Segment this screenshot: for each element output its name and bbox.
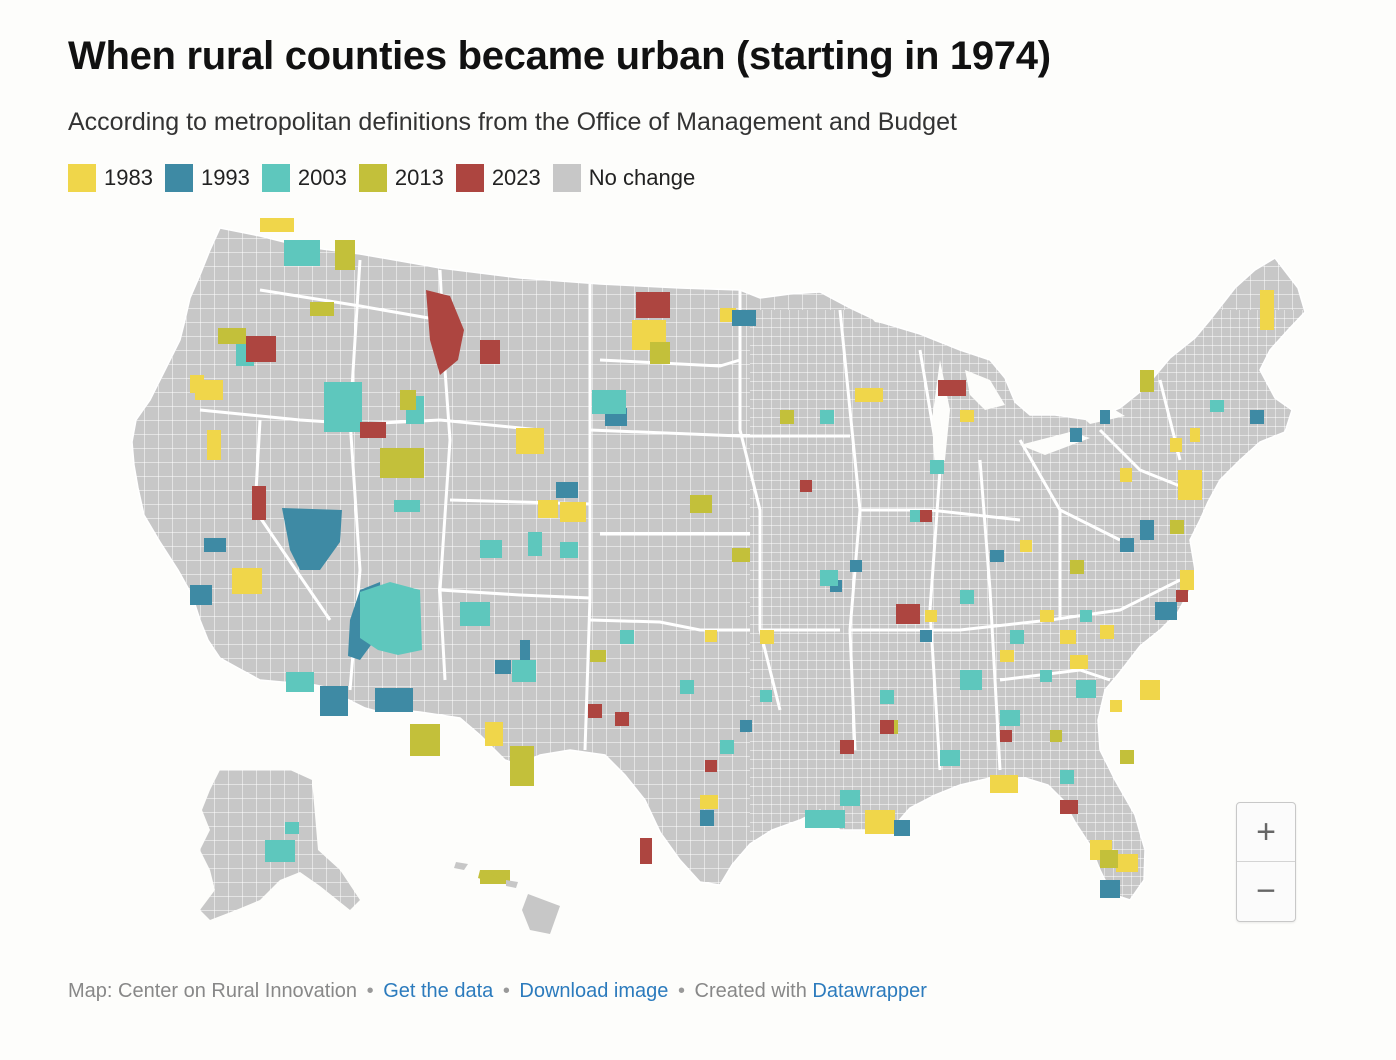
counties-1983 [190, 218, 1274, 872]
legend-label-2023: 2023 [491, 165, 541, 190]
hawaii [454, 862, 560, 934]
footer: Map: Center on Rural Innovation • Get th… [68, 980, 927, 1003]
legend-swatch-no-change [552, 164, 581, 192]
footer-separator: • [502, 980, 510, 1002]
datawrapper-link[interactable]: Datawrapper [812, 980, 927, 1002]
zoom-in-button[interactable]: + [1237, 803, 1295, 862]
legend-item-2013: 2013 [358, 164, 444, 192]
alaska [200, 770, 360, 920]
legend-swatch-2013 [358, 164, 387, 192]
legend-swatch-1983 [68, 164, 96, 192]
footer-separator: • [366, 980, 374, 1002]
legend-item-1993: 1993 [164, 164, 250, 192]
counties-2023 [246, 290, 1188, 864]
legend-label-no-change: No change [588, 165, 696, 190]
legend: 1983 1993 2003 2013 2023 No change [68, 164, 707, 192]
legend-label-2003: 2003 [297, 165, 347, 190]
footer-separator: • [677, 980, 685, 1002]
zoom-control: + − [1236, 802, 1296, 922]
get-data-link[interactable]: Get the data [383, 980, 494, 1002]
legend-swatch-2023 [455, 164, 484, 192]
download-image-link[interactable]: Download image [519, 980, 669, 1002]
zoom-out-button[interactable]: − [1256, 871, 1276, 910]
map-subtitle: According to metropolitan definitions fr… [68, 108, 957, 136]
legend-item-1983: 1983 [68, 164, 153, 192]
created-with-text: Created with [694, 980, 807, 1002]
legend-item-2023: 2023 [455, 164, 541, 192]
map-title: When rural counties became urban (starti… [68, 34, 1051, 78]
changed-counties [190, 218, 1274, 898]
footer-credit: Map: Center on Rural Innovation [68, 980, 358, 1002]
legend-label-1983: 1983 [104, 165, 153, 190]
legend-item-2003: 2003 [261, 164, 347, 192]
us-county-map[interactable] [60, 210, 1320, 960]
legend-item-no-change: No change [552, 164, 696, 192]
legend-label-1993: 1993 [200, 165, 250, 190]
legend-label-2013: 2013 [394, 165, 444, 190]
state-borders [199, 259, 1191, 771]
legend-swatch-2003 [261, 164, 290, 192]
legend-swatch-1993 [164, 164, 193, 192]
